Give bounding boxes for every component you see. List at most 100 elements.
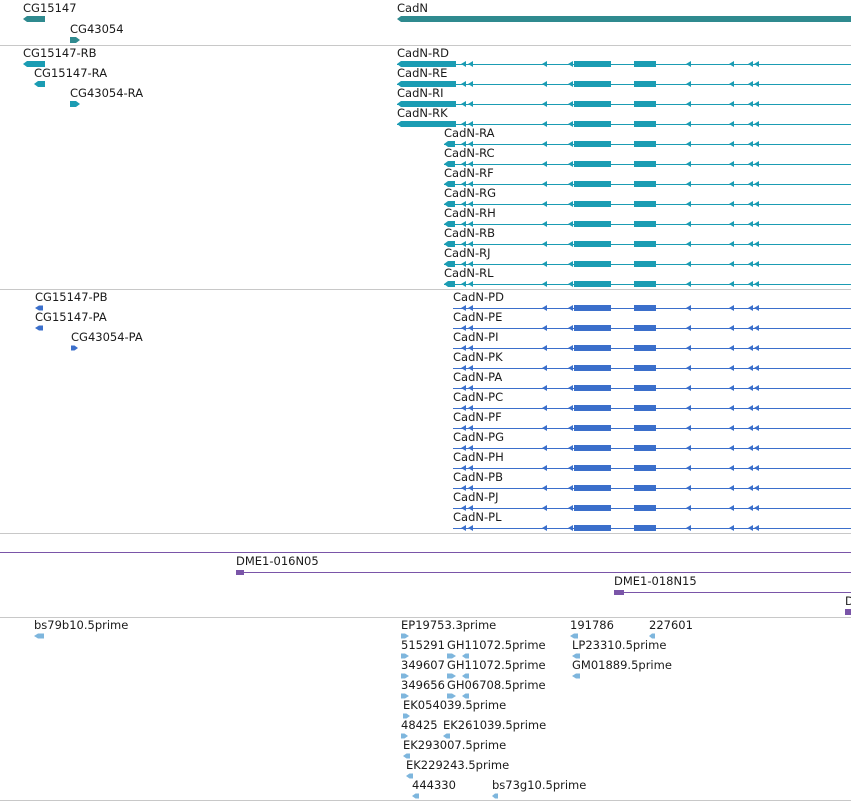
est-feature[interactable] — [462, 673, 469, 679]
est-feature[interactable] — [412, 793, 419, 799]
transcript-exon[interactable] — [444, 241, 455, 247]
transcript-exon[interactable] — [574, 281, 611, 287]
transcript-exon[interactable] — [574, 61, 611, 67]
protein-exon[interactable] — [574, 425, 611, 431]
transcript-feature[interactable] — [70, 101, 80, 107]
transcript-exon[interactable] — [574, 101, 611, 107]
protein-exon[interactable] — [574, 325, 611, 331]
protein-exon[interactable] — [634, 425, 656, 431]
est-feature[interactable] — [492, 793, 498, 799]
protein-exon[interactable] — [634, 365, 656, 371]
transcript-exon[interactable] — [444, 161, 455, 167]
protein-feature[interactable] — [35, 305, 43, 311]
transcript-exon[interactable] — [574, 241, 611, 247]
gene-feature-cg43054[interactable] — [70, 37, 80, 43]
protein-exon[interactable] — [574, 305, 611, 311]
transcript-exon[interactable] — [634, 201, 656, 207]
protein-exon[interactable] — [574, 525, 611, 531]
est-feature[interactable] — [572, 673, 580, 679]
transcript-exon[interactable] — [634, 81, 656, 87]
transcript-exon[interactable] — [634, 221, 656, 227]
protein-exon[interactable] — [574, 365, 611, 371]
transcript-exon[interactable] — [397, 121, 456, 127]
est-feature[interactable] — [401, 693, 409, 699]
protein-exon[interactable] — [574, 465, 611, 471]
est-feature[interactable] — [34, 633, 44, 639]
transcript-exon[interactable] — [444, 281, 455, 287]
transcript-strand-arrow — [542, 201, 547, 207]
protein-feature[interactable] — [35, 325, 43, 331]
protein-exon[interactable] — [634, 525, 656, 531]
est-label: GM01889.5prime — [572, 658, 672, 672]
est-feature[interactable] — [401, 653, 409, 659]
clone-end-marker[interactable] — [614, 590, 624, 595]
est-feature[interactable] — [401, 633, 409, 639]
transcript-feature[interactable] — [23, 61, 45, 67]
clone-end-marker[interactable] — [236, 570, 244, 575]
transcript-exon[interactable] — [574, 201, 611, 207]
transcript-exon[interactable] — [634, 141, 656, 147]
protein-exon[interactable] — [574, 505, 611, 511]
transcript-exon[interactable] — [634, 61, 656, 67]
transcript-strand-arrow — [686, 121, 691, 127]
est-feature[interactable] — [443, 733, 450, 739]
protein-exon[interactable] — [634, 405, 656, 411]
clone-end-marker[interactable] — [845, 609, 851, 615]
est-feature[interactable] — [649, 633, 655, 639]
protein-exon[interactable] — [634, 465, 656, 471]
protein-exon[interactable] — [574, 405, 611, 411]
transcript-exon[interactable] — [574, 261, 611, 267]
transcript-exon[interactable] — [444, 261, 455, 267]
transcript-exon[interactable] — [444, 141, 455, 147]
protein-exon[interactable] — [574, 485, 611, 491]
protein-exon[interactable] — [634, 385, 656, 391]
est-feature[interactable] — [403, 713, 410, 719]
est-feature[interactable] — [570, 633, 578, 639]
gene-feature-cg15147[interactable] — [23, 16, 45, 22]
transcript-strand-arrow — [686, 161, 691, 167]
protein-exon[interactable] — [634, 345, 656, 351]
transcript-exon[interactable] — [634, 101, 656, 107]
clone-label: DME1-018N15 — [614, 574, 697, 588]
protein-exon[interactable] — [634, 325, 656, 331]
transcript-exon[interactable] — [397, 61, 456, 67]
transcript-exon[interactable] — [574, 81, 611, 87]
transcript-exon[interactable] — [574, 161, 611, 167]
gene-feature-cadn[interactable] — [397, 16, 851, 22]
est-feature[interactable] — [401, 673, 409, 679]
protein-exon[interactable] — [634, 305, 656, 311]
protein-exon[interactable] — [574, 445, 611, 451]
transcript-exon[interactable] — [634, 281, 656, 287]
transcript-exon[interactable] — [574, 141, 611, 147]
transcript-exon[interactable] — [574, 121, 611, 127]
transcript-exon[interactable] — [397, 101, 456, 107]
protein-exon[interactable] — [634, 505, 656, 511]
est-feature[interactable] — [447, 653, 456, 659]
transcript-exon[interactable] — [444, 221, 455, 227]
est-feature[interactable] — [447, 673, 456, 679]
transcript-exon[interactable] — [574, 181, 611, 187]
transcript-feature[interactable] — [34, 81, 45, 87]
transcript-exon[interactable] — [397, 81, 456, 87]
transcript-exon[interactable] — [444, 201, 455, 207]
est-feature[interactable] — [462, 653, 469, 659]
protein-exon[interactable] — [574, 345, 611, 351]
protein-exon[interactable] — [634, 485, 656, 491]
est-feature[interactable] — [447, 693, 456, 699]
est-feature[interactable] — [406, 773, 413, 779]
transcript-exon[interactable] — [574, 221, 611, 227]
transcript-exon[interactable] — [444, 181, 455, 187]
transcript-exon[interactable] — [634, 261, 656, 267]
est-feature[interactable] — [572, 653, 580, 659]
est-feature[interactable] — [403, 753, 410, 759]
transcript-exon[interactable] — [634, 121, 656, 127]
protein-strand-arrow — [461, 425, 466, 431]
est-feature[interactable] — [401, 733, 408, 739]
protein-exon[interactable] — [634, 445, 656, 451]
transcript-exon[interactable] — [634, 161, 656, 167]
protein-feature[interactable] — [71, 345, 78, 351]
protein-exon[interactable] — [574, 385, 611, 391]
est-feature[interactable] — [462, 693, 469, 699]
transcript-exon[interactable] — [634, 181, 656, 187]
transcript-exon[interactable] — [634, 241, 656, 247]
